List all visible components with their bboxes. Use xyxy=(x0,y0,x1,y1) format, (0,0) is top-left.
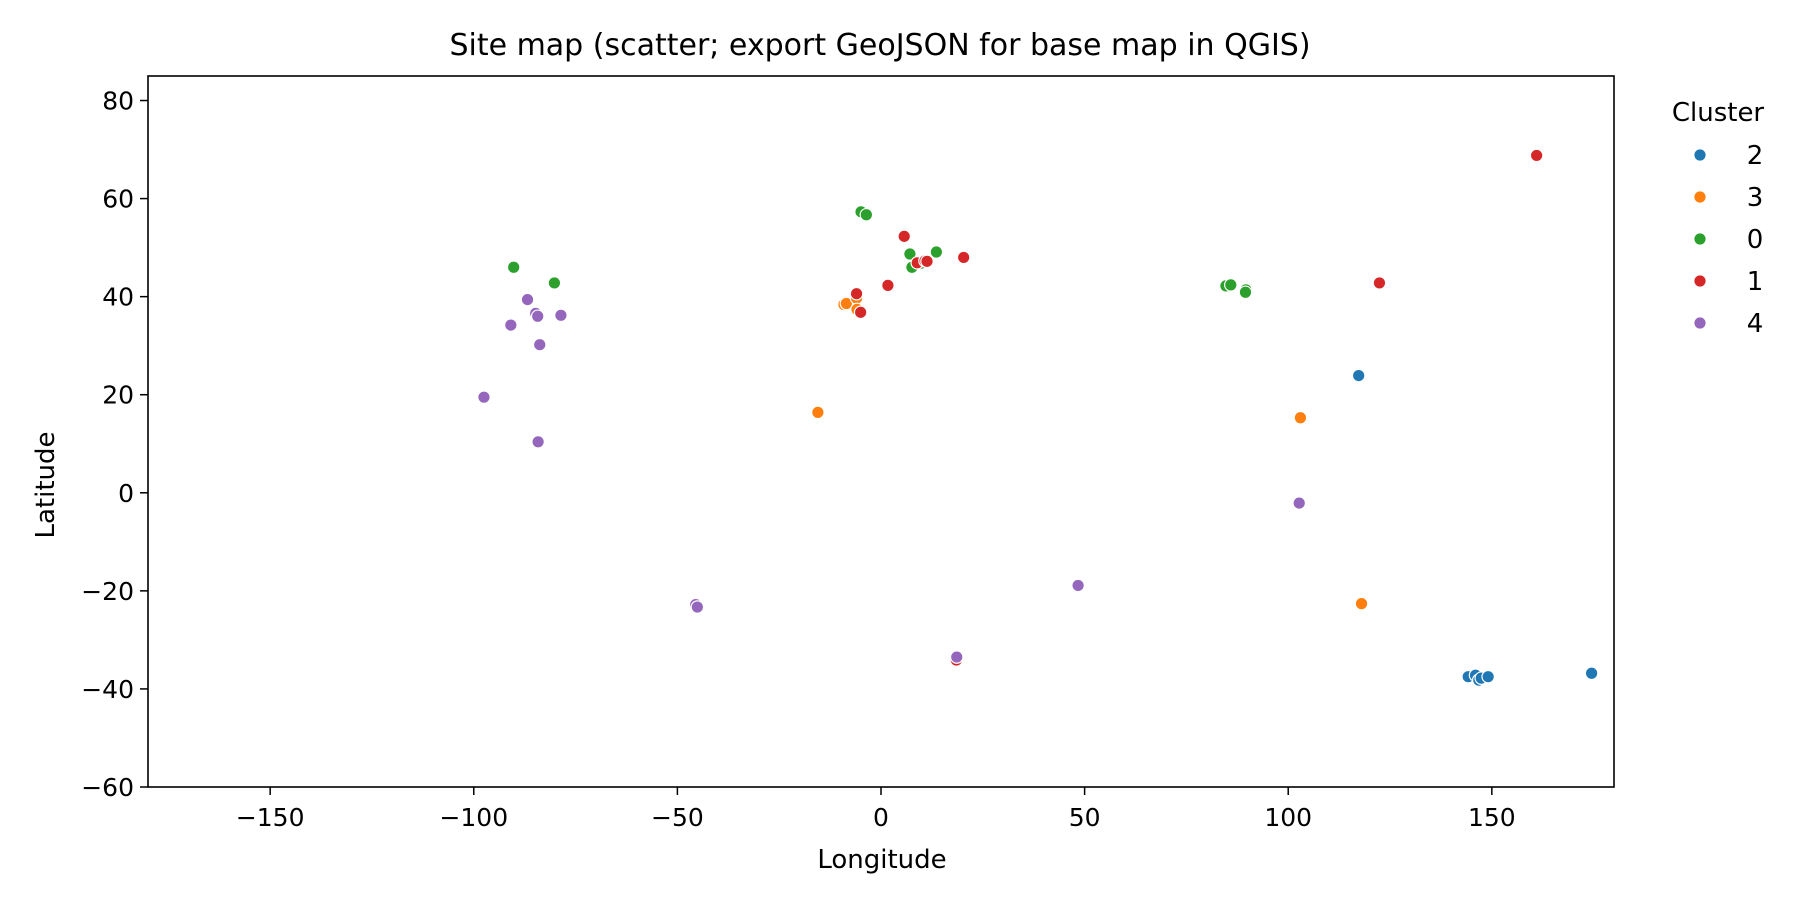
y-tick-label: −40 xyxy=(81,675,134,704)
x-tick-label: −50 xyxy=(651,803,704,832)
series-cluster-2 xyxy=(1351,368,1599,687)
data-point-cluster-1 xyxy=(920,254,934,269)
y-tick-label: 80 xyxy=(102,87,134,116)
legend-marker xyxy=(1693,148,1707,162)
y-tick-label: −20 xyxy=(81,577,134,606)
legend-marker xyxy=(1693,316,1707,330)
data-point-cluster-3 xyxy=(1293,410,1308,425)
data-point-cluster-4 xyxy=(554,308,568,323)
chart-title: Site map (scatter; export GeoJSON for ba… xyxy=(449,28,1310,63)
y-tick-label: 20 xyxy=(102,381,134,410)
y-tick-label: 0 xyxy=(118,479,134,508)
data-point-cluster-1 xyxy=(956,250,971,265)
x-tick-label: 100 xyxy=(1264,803,1312,832)
x-axis-label: Longitude xyxy=(817,845,946,875)
data-point-cluster-4 xyxy=(531,434,545,449)
data-point-cluster-2 xyxy=(1351,368,1366,383)
data-point-cluster-4 xyxy=(530,309,545,324)
data-point-cluster-0 xyxy=(929,245,944,259)
legend-label: 4 xyxy=(1747,309,1764,339)
data-point-cluster-1 xyxy=(881,278,895,293)
legend-marker xyxy=(1693,274,1707,288)
x-tick-label: 150 xyxy=(1468,803,1516,832)
data-point-cluster-0 xyxy=(506,260,521,275)
data-point-cluster-4 xyxy=(1071,578,1085,593)
series-cluster-0 xyxy=(506,205,1253,300)
data-point-cluster-1 xyxy=(853,305,868,320)
data-point-cluster-1 xyxy=(897,229,912,244)
data-point-cluster-2 xyxy=(1584,666,1599,681)
data-point-cluster-4 xyxy=(504,318,518,332)
y-tick-label: 40 xyxy=(102,283,134,312)
data-point-cluster-1 xyxy=(1372,276,1387,290)
data-point-cluster-4 xyxy=(949,650,964,664)
y-axis-label: Latitude xyxy=(31,431,61,538)
x-tick-label: −100 xyxy=(439,803,508,832)
x-axis: −150 −100 −50 0 50 100 150 xyxy=(236,787,1516,832)
data-point-cluster-0 xyxy=(903,247,917,261)
legend-item-2: 2 xyxy=(1693,141,1764,171)
plot-area xyxy=(147,75,1615,788)
series-cluster-4 xyxy=(477,292,1307,664)
x-tick-label: 0 xyxy=(873,803,889,832)
data-point-cluster-0 xyxy=(1238,285,1253,300)
legend-label: 3 xyxy=(1747,183,1764,213)
series-cluster-1 xyxy=(849,148,1544,667)
legend: Cluster 2 3 0 1 4 xyxy=(1672,98,1765,339)
y-tick-label: −60 xyxy=(81,773,134,802)
legend-label: 1 xyxy=(1747,267,1764,297)
y-axis: 80 60 40 20 0 −20 −40 −60 xyxy=(81,87,148,802)
legend-title: Cluster xyxy=(1672,98,1765,128)
series-cluster-3 xyxy=(811,291,1369,611)
data-point-cluster-0 xyxy=(547,276,562,290)
legend-marker xyxy=(1693,190,1707,204)
data-point-cluster-4 xyxy=(690,600,705,614)
data-point-cluster-1 xyxy=(1529,148,1544,163)
data-point-cluster-4 xyxy=(532,337,547,352)
data-point-cluster-4 xyxy=(477,390,491,404)
legend-item-0: 0 xyxy=(1693,225,1764,255)
legend-item-3: 3 xyxy=(1693,183,1764,213)
data-point-cluster-3 xyxy=(811,405,825,420)
legend-item-4: 4 xyxy=(1693,309,1764,339)
y-tick-label: 60 xyxy=(102,185,134,214)
data-point-cluster-3 xyxy=(1354,596,1369,611)
x-tick-label: −150 xyxy=(236,803,305,832)
legend-marker xyxy=(1693,232,1707,246)
x-tick-label: 50 xyxy=(1069,803,1101,832)
data-point-cluster-4 xyxy=(1292,496,1307,510)
data-point-cluster-1 xyxy=(849,286,864,301)
legend-items: 2 3 0 1 4 xyxy=(1693,141,1764,339)
data-point-cluster-0 xyxy=(1224,278,1238,292)
data-point-cluster-0 xyxy=(859,207,874,222)
points-layer xyxy=(477,148,1599,687)
plot-frame xyxy=(147,75,1615,788)
legend-label: 2 xyxy=(1747,141,1764,171)
legend-label: 0 xyxy=(1747,225,1764,255)
data-point-cluster-4 xyxy=(520,292,535,307)
data-point-cluster-2 xyxy=(1481,669,1495,684)
legend-item-1: 1 xyxy=(1693,267,1764,297)
